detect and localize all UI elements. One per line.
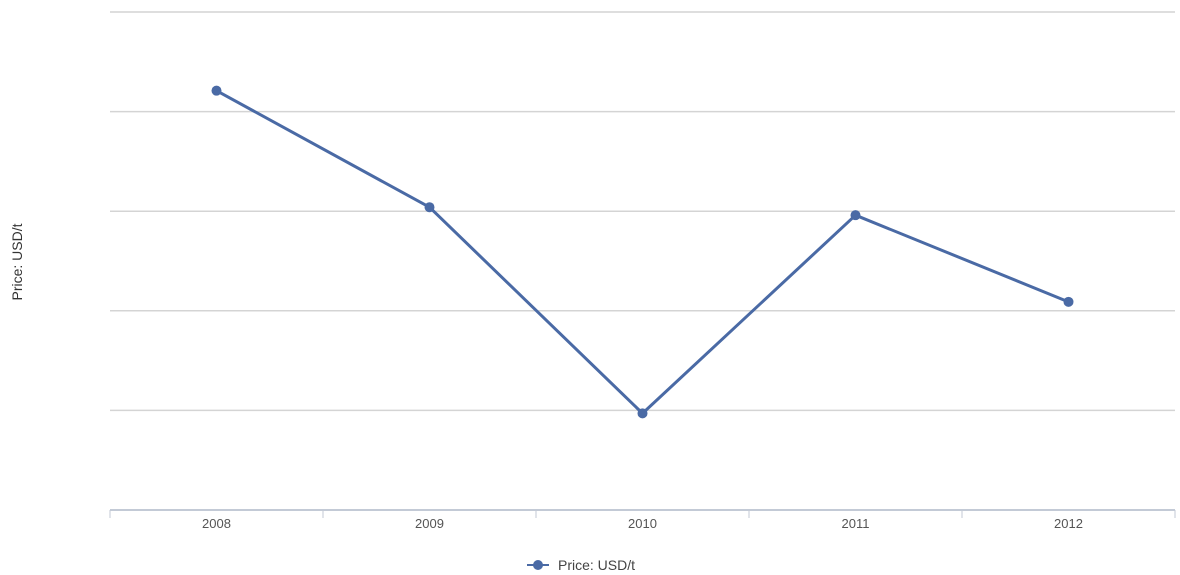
x-tick-label: 2012 [1054,516,1083,531]
y-axis-title: Price: USD/t [9,223,25,300]
x-tick-label: 2010 [628,516,657,531]
x-tick-label: 2008 [202,516,231,531]
data-point-2010[interactable] [637,408,648,419]
x-tick-label: 2011 [842,516,870,531]
data-point-2008[interactable] [211,85,222,96]
data-point-2011[interactable] [850,210,861,221]
grid-lines [110,11,1175,412]
x-axis-labels: 2008 2009 2010 2011 2012 [202,516,1083,531]
legend-entry-price[interactable]: Price: USD/t [558,557,635,573]
data-point-2012[interactable] [1063,296,1074,307]
x-axis-ticks [109,510,1176,518]
series-points [211,85,1074,419]
legend[interactable]: Price: USD/t [527,557,635,573]
legend-dot-marker [533,560,543,570]
data-point-2009[interactable] [424,202,435,213]
x-tick-label: 2009 [415,516,444,531]
series-line-price [215,89,1070,415]
